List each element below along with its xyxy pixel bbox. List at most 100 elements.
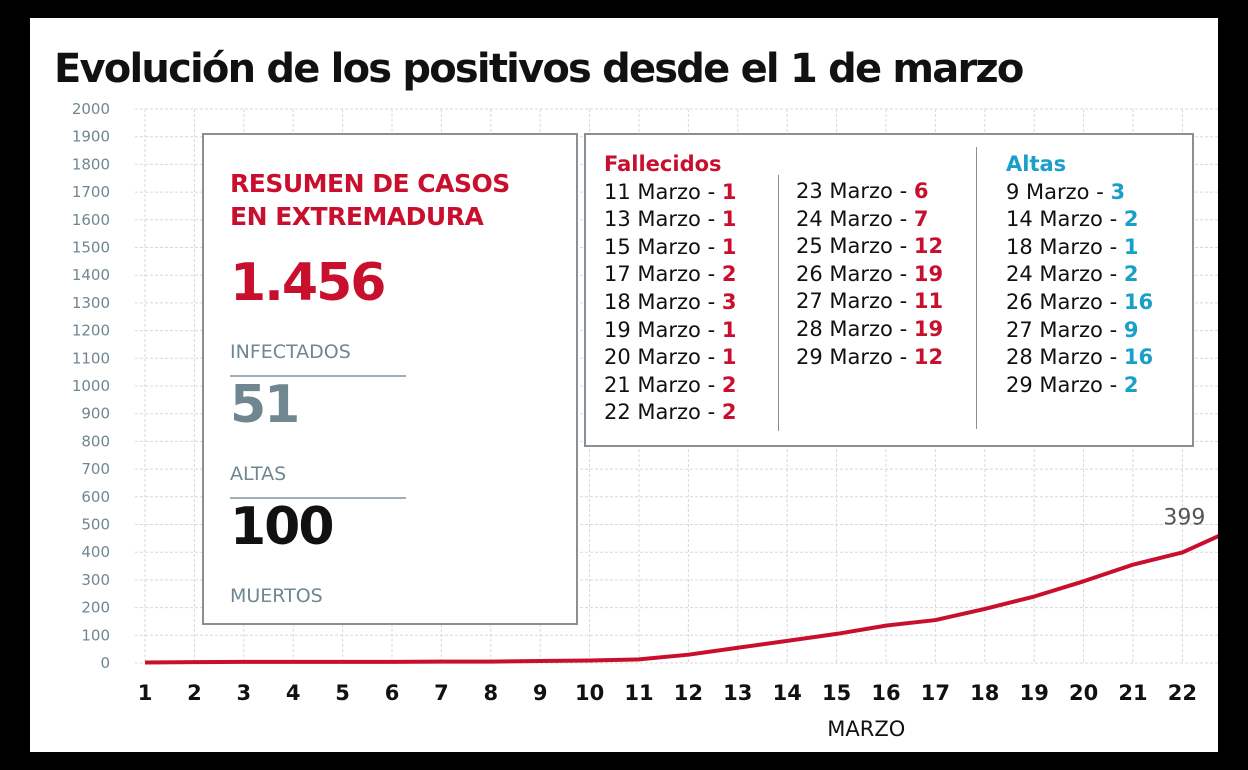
y-tick-label: 1800 — [72, 155, 110, 173]
x-tick-label: 20 — [1069, 681, 1098, 705]
item-count: 1 — [721, 179, 737, 204]
item-count: 2 — [1123, 207, 1139, 232]
y-tick-label: 1000 — [72, 377, 110, 395]
muertos-value: 100 — [230, 497, 335, 557]
item-date: 13 Marzo - — [604, 207, 722, 232]
y-tick-label: 300 — [81, 571, 110, 589]
x-tick-label: 6 — [385, 681, 400, 705]
list-item: 17 Marzo - 2 — [604, 261, 736, 289]
x-tick-label: 8 — [483, 681, 498, 705]
list-item: 18 Marzo - 1 — [1006, 234, 1153, 262]
item-count: 12 — [913, 344, 944, 369]
infographic-panel: Evolución de los positivos desde el 1 de… — [30, 18, 1218, 752]
y-tick-label: 1700 — [72, 183, 110, 201]
item-date: 25 Marzo - — [796, 234, 914, 259]
x-tick-label: 16 — [871, 681, 900, 705]
y-tick-label: 800 — [81, 432, 110, 450]
x-tick-label: 17 — [921, 681, 950, 705]
x-tick-label: 13 — [723, 681, 752, 705]
x-tick-label: 1 — [138, 681, 153, 705]
fallecidos-column-2: 23 Marzo - 6 24 Marzo - 7 25 Marzo - 12 26 … — [796, 178, 943, 371]
item-date: 29 Marzo - — [1006, 372, 1124, 397]
chart-title: Evolución de los positivos desde el 1 de… — [54, 46, 1024, 92]
item-count: 7 — [913, 206, 929, 231]
list-item: 9 Marzo - 3 — [1006, 179, 1153, 207]
item-date: 17 Marzo - — [604, 262, 722, 287]
list-item: 29 Marzo - 2 — [1006, 372, 1153, 400]
y-tick-label: 900 — [81, 405, 110, 423]
list-item: 13 Marzo - 1 — [604, 206, 736, 234]
y-tick-label: 600 — [81, 488, 110, 506]
x-tick-label: 4 — [286, 681, 301, 705]
y-tick-label: 500 — [81, 516, 110, 534]
item-date: 26 Marzo - — [1006, 289, 1124, 314]
item-date: 9 Marzo - — [1006, 179, 1111, 204]
item-date: 24 Marzo - — [796, 206, 914, 231]
annotation-label: 399 — [1163, 505, 1205, 530]
list-item: 20 Marzo - 1 — [604, 344, 736, 372]
list-item: 25 Marzo - 12 — [796, 233, 943, 261]
fallecidos-heading: Fallecidos — [604, 152, 722, 176]
divider — [230, 375, 406, 377]
altas-heading: Altas — [1006, 152, 1067, 176]
item-date: 27 Marzo - — [1006, 317, 1124, 342]
y-tick-label: 100 — [81, 626, 110, 644]
fallecidos-column-1: Fallecidos 11 Marzo - 1 13 Marzo - 1 15 Ma… — [604, 151, 736, 427]
summary-box: RESUMEN DE CASOS EN EXTREMADURA 1.456 IN… — [202, 133, 578, 625]
item-count: 1 — [721, 234, 737, 259]
item-count: 2 — [721, 262, 737, 287]
item-count: 2 — [721, 372, 737, 397]
item-date: 18 Marzo - — [604, 289, 722, 314]
x-tick-label: 22 — [1168, 681, 1197, 705]
altas-label: ALTAS — [230, 463, 287, 485]
x-tick-label: 14 — [773, 681, 802, 705]
x-tick-label: 15 — [822, 681, 851, 705]
item-date: 11 Marzo - — [604, 179, 722, 204]
item-count: 2 — [1123, 372, 1139, 397]
x-tick-label: 10 — [575, 681, 604, 705]
item-count: 1 — [721, 317, 737, 342]
item-date: 24 Marzo - — [1006, 262, 1124, 287]
y-tick-label: 1500 — [72, 239, 110, 257]
item-date: 23 Marzo - — [796, 179, 914, 203]
detail-lists-box: Fallecidos 11 Marzo - 1 13 Marzo - 1 15 Ma… — [584, 133, 1194, 447]
item-count: 19 — [913, 316, 944, 341]
divider — [230, 497, 406, 499]
item-count: 16 — [1123, 289, 1154, 314]
item-date: 29 Marzo - — [796, 344, 914, 369]
summary-heading: RESUMEN DE CASOS EN EXTREMADURA — [230, 167, 510, 233]
list-item: 14 Marzo - 2 — [1006, 206, 1153, 234]
list-item: 18 Marzo - 3 — [604, 289, 736, 317]
altas-column: Altas 9 Marzo - 3 14 Marzo - 2 18 Marzo - … — [1006, 151, 1153, 399]
x-tick-label: 18 — [970, 681, 999, 705]
item-count: 3 — [721, 289, 737, 314]
y-tick-label: 1300 — [72, 294, 110, 312]
item-date: 19 Marzo - — [604, 317, 722, 342]
column-divider — [778, 175, 779, 431]
list-item: 24 Marzo - 2 — [1006, 261, 1153, 289]
item-date: 14 Marzo - — [1006, 207, 1124, 232]
list-item: 28 Marzo - 19 — [796, 316, 943, 344]
x-tick-label: 21 — [1118, 681, 1147, 705]
y-tick-label: 700 — [81, 460, 110, 478]
list-item: 21 Marzo - 2 — [604, 372, 736, 400]
item-date: 26 Marzo - — [796, 261, 914, 286]
item-count: 9 — [1123, 317, 1139, 342]
y-tick-label: 1200 — [72, 322, 110, 340]
x-tick-label: 5 — [335, 681, 350, 705]
item-date: 18 Marzo - — [1006, 234, 1124, 259]
item-date: 22 Marzo - — [604, 400, 722, 425]
x-tick-label: 7 — [434, 681, 449, 705]
x-tick-label: 11 — [624, 681, 653, 705]
item-count: 1 — [1123, 234, 1139, 259]
y-tick-label: 400 — [81, 543, 110, 561]
x-tick-label: 9 — [533, 681, 548, 705]
item-date: 21 Marzo - — [604, 372, 722, 397]
item-count: 2 — [1123, 262, 1139, 287]
summary-heading-line1: RESUMEN DE CASOS — [230, 169, 510, 198]
item-count: 16 — [1123, 345, 1154, 370]
y-tick-label: 1400 — [72, 266, 110, 284]
y-tick-label: 2000 — [72, 100, 110, 118]
item-date: 28 Marzo - — [796, 316, 914, 341]
infectados-value: 1.456 — [230, 253, 386, 313]
